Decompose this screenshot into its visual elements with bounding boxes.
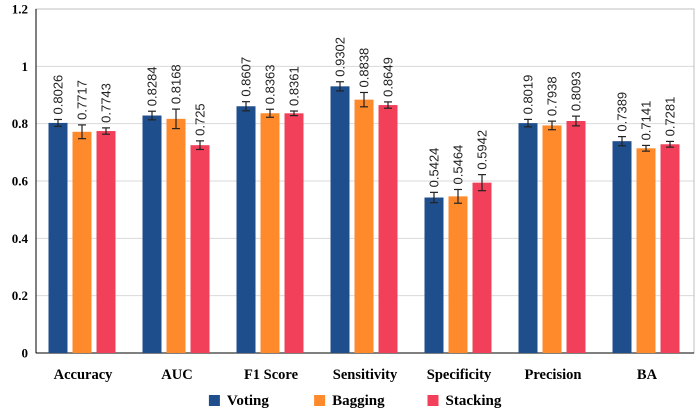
bar-stacking [96,131,116,353]
data-label: 0.8019 [521,75,536,115]
bar-bagging [260,113,280,353]
bar-voting [48,122,68,354]
data-label: 0.8168 [169,64,184,104]
bar-voting [236,106,256,354]
x-tick-label: Precision [525,367,582,383]
legend-label-voting: Voting [227,393,269,409]
bar-stacking [284,113,304,354]
y-tick-label: 1 [22,59,29,74]
bar-voting [424,197,444,353]
x-tick-label: Specificity [427,367,492,383]
data-label: 0.8607 [239,57,254,97]
legend-swatch-stacking [427,395,439,406]
legend-swatch-bagging [314,395,326,406]
data-label: 0.8649 [381,57,396,97]
x-tick-label: BA [637,367,658,383]
data-label: 0.7389 [615,92,630,132]
data-label: 0.8363 [263,64,278,104]
data-label: 0.5464 [451,145,466,185]
bar-voting [518,123,538,353]
bar-bagging [542,125,562,353]
bar-bagging [72,131,92,353]
bar-stacking [660,144,680,353]
bar-stacking [378,105,398,353]
x-tick-label: Accuracy [54,367,114,383]
data-label: 0.7281 [663,97,678,137]
y-tick-label: 0.8 [12,116,29,131]
bar-bagging [636,148,656,353]
y-tick-label: 1.2 [12,2,28,17]
x-tick-label: F1 Score [244,367,299,383]
x-tick-label: Sensitivity [333,367,398,383]
bar-voting [330,86,350,354]
bar-stacking [566,121,586,353]
bar-stacking [190,145,210,353]
legend-label-stacking: Stacking [446,393,502,409]
bar-voting [612,141,632,353]
bar-bagging [448,196,468,353]
y-tick-label: 0.6 [12,174,29,189]
y-tick-label: 0.2 [12,288,28,303]
y-tick-label: 0 [22,346,29,361]
bar-bagging [166,118,186,353]
bar-voting [142,115,162,353]
data-label: 0.9302 [333,37,348,77]
data-label: 0.8838 [357,48,372,88]
data-label: 0.7141 [639,101,654,141]
data-label: 0.8361 [287,66,302,106]
legend-swatch-voting [208,395,220,406]
data-label: 0.8284 [145,66,160,106]
bar-bagging [354,99,374,353]
legend-label-bagging: Bagging [332,393,385,409]
data-label: 0.5424 [427,148,442,188]
data-label: 0.7743 [99,83,114,123]
data-label: 0.7717 [75,80,90,120]
data-label: 0.725 [193,103,208,136]
data-label: 0.8093 [569,71,584,111]
data-label: 0.7938 [545,76,560,116]
x-tick-label: AUC [161,367,192,383]
data-label: 0.8026 [51,75,66,115]
bar-stacking [472,182,492,353]
data-label: 0.5942 [475,130,490,170]
y-tick-label: 0.4 [12,231,29,246]
